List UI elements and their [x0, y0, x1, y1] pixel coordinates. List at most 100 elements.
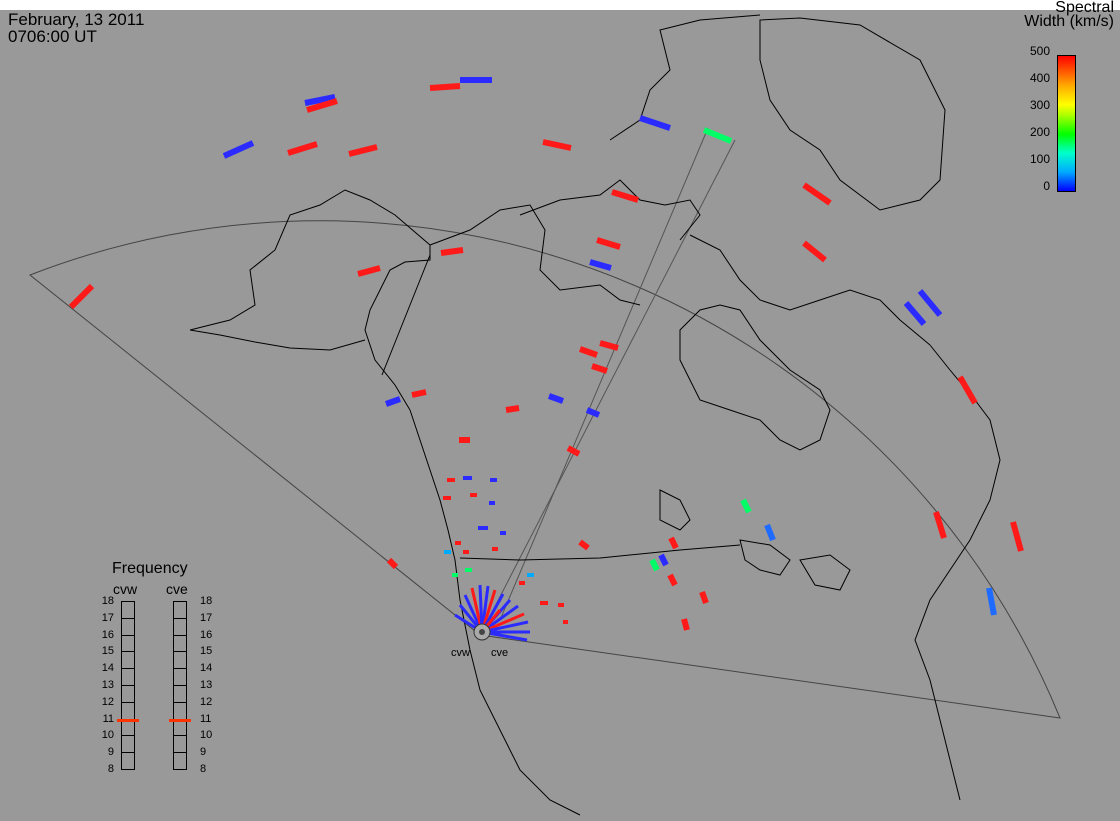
echo-cell — [903, 301, 927, 326]
frequency-title: Frequency — [112, 560, 188, 577]
echo-cell — [585, 407, 601, 418]
frequency-cell — [121, 668, 135, 686]
frequency-cell — [173, 668, 187, 686]
frequency-scale-label: 15 — [200, 645, 213, 658]
echo-cell — [429, 83, 461, 91]
echo-cell — [304, 94, 336, 106]
frequency-scale-label: 16 — [101, 628, 114, 641]
colorbar-tick: 500 — [1029, 44, 1050, 58]
echo-cell — [589, 259, 612, 271]
colorbar-tick: 100 — [1029, 152, 1050, 166]
frequency-scale-label: 8 — [200, 763, 207, 775]
site-label-cvw: cvw — [451, 647, 470, 659]
echo-cell — [68, 283, 95, 310]
echo-cell — [579, 346, 598, 358]
echo-cell — [764, 523, 776, 542]
echo-cell — [611, 189, 639, 203]
echo-cell — [1010, 521, 1024, 552]
radar-site-marker-center — [479, 629, 485, 635]
echo-cell — [681, 618, 690, 631]
echo-cell — [599, 340, 619, 351]
echo-cell — [933, 511, 947, 539]
echo-cells — [68, 77, 1024, 631]
echo-cell — [667, 573, 678, 587]
frequency-scale-label: 17 — [200, 611, 213, 624]
frequency-cell — [121, 651, 135, 670]
frequency-scale-label: 9 — [107, 746, 114, 759]
colorbar-tick: 200 — [1029, 125, 1050, 139]
frequency-scale-label: 18 — [200, 595, 213, 607]
frequency-cell — [173, 617, 187, 636]
colorbar-tick: 0 — [1043, 179, 1050, 193]
near-range-echoes — [443, 476, 568, 624]
echo-cell — [649, 558, 660, 572]
frequency-radar-label: cve — [166, 581, 188, 597]
frequency-cell — [121, 601, 135, 619]
fov-boundary-line — [499, 127, 709, 621]
colorbar-title-line2: Width (km/s) — [1024, 13, 1114, 30]
echo-cell — [384, 396, 402, 407]
echo-cell — [357, 265, 381, 277]
echo-cell — [957, 375, 978, 405]
frequency-cell — [121, 701, 135, 720]
echo-cell — [505, 405, 520, 413]
frequency-scale-label: 13 — [200, 679, 213, 691]
echo-cell — [440, 247, 464, 256]
frequency-cell — [121, 685, 135, 703]
frequency-cell — [173, 685, 187, 703]
echo-cell — [348, 144, 378, 157]
echo-cell — [596, 237, 621, 250]
map-canvas — [29, 14, 1061, 816]
frequency-scale-label: 14 — [200, 662, 213, 675]
frequency-cell — [173, 634, 187, 653]
fov-outline — [29, 220, 1061, 719]
frequency-cell — [173, 601, 187, 619]
frequency-scale-label: 11 — [200, 712, 212, 725]
frequency-scale-label: 9 — [200, 746, 207, 759]
political-borders — [381, 254, 741, 561]
frequency-scale-label: 10 — [200, 729, 213, 742]
frequency-scale-label: 13 — [101, 679, 114, 691]
echo-cell — [639, 115, 671, 131]
echo-cell — [658, 553, 669, 567]
echo-cell — [699, 590, 709, 605]
echo-cell — [802, 240, 827, 263]
coastlines — [189, 14, 1001, 816]
frequency-scale-label: 17 — [101, 611, 114, 624]
site-label-cve: cve — [491, 647, 509, 659]
colorbar-title-line1: Spectral — [1055, 0, 1114, 16]
echo-cell — [542, 139, 572, 151]
echo-cell — [578, 539, 590, 551]
frequency-column-cvw — [121, 601, 135, 770]
frequency-cell — [173, 651, 187, 670]
frequency-column-cve — [173, 601, 187, 770]
frequency-scale-label: 12 — [200, 695, 213, 708]
fov-boundary-line — [487, 139, 736, 621]
echo-cell — [411, 389, 427, 398]
frequency-marker-cvw — [117, 719, 139, 723]
map-panel — [0, 10, 1120, 821]
frequency-cell — [173, 701, 187, 720]
frequency-cell — [121, 634, 135, 653]
frequency-cell — [121, 617, 135, 636]
frequency-cell — [121, 735, 135, 754]
echo-cell — [702, 127, 733, 144]
echo-cell — [306, 98, 338, 113]
echo-cell — [917, 289, 943, 317]
time-label: 0706:00 UT — [8, 27, 97, 46]
echo-cell — [668, 536, 679, 550]
frequency-scale-label: 8 — [107, 763, 114, 775]
frequency-scale-label: 16 — [200, 628, 213, 641]
frequency-cell — [121, 752, 135, 770]
frequency-scale-label: 18 — [101, 595, 114, 607]
echo-cell — [287, 141, 318, 156]
frequency-radar-label: cvw — [113, 581, 138, 597]
echo-cell — [802, 182, 832, 206]
echo-cell — [986, 587, 997, 616]
echo-cell — [566, 445, 581, 457]
frequency-scale-label: 15 — [101, 645, 114, 658]
colorbar-tick: 400 — [1029, 71, 1050, 85]
frequency-scale-label: 14 — [101, 662, 114, 675]
frequency-cell — [173, 735, 187, 754]
frequency-marker-cve — [169, 719, 191, 723]
